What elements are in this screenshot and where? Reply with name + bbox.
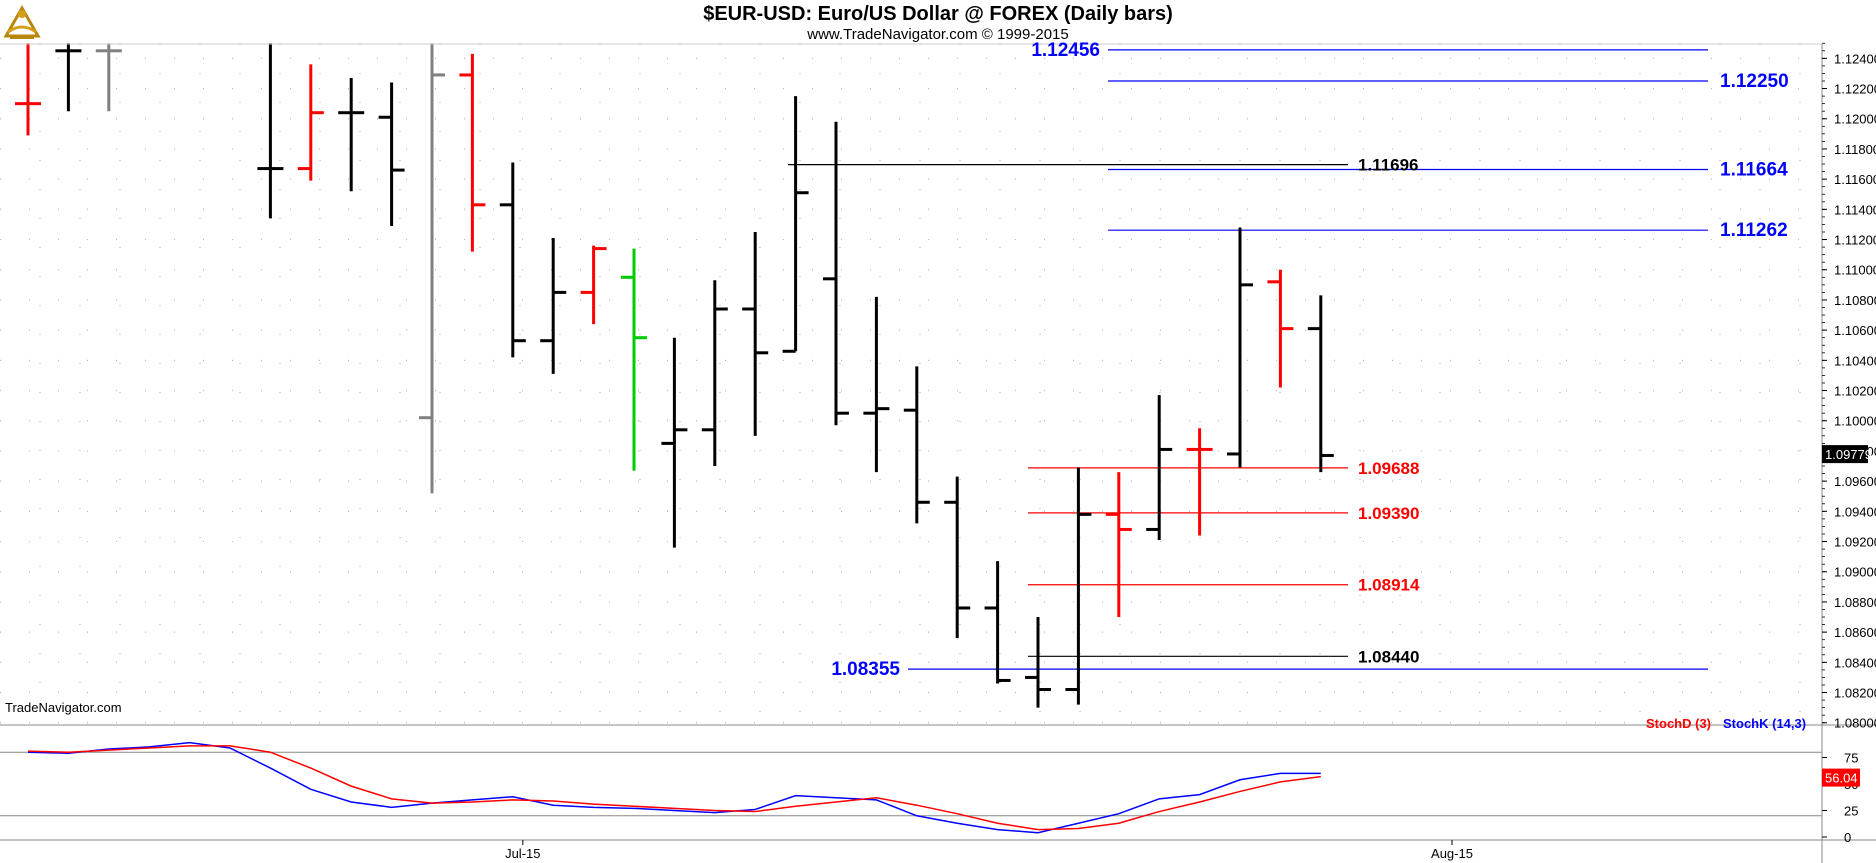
price-levels [788, 49, 1708, 670]
x-tick-label: Aug-15 [1431, 846, 1473, 861]
y-tick-label: 1.10000 [1834, 414, 1876, 429]
level-label: 1.09390 [1358, 504, 1419, 523]
y-tick-label: 1.12200 [1834, 82, 1876, 97]
x-tick-label: Jul-15 [505, 846, 540, 861]
y-tick-label: 1.09200 [1834, 535, 1876, 550]
level-label: 1.12456 [1031, 40, 1100, 61]
y-tick-label: 1.08800 [1834, 595, 1876, 610]
sextant-logo-icon [3, 4, 41, 39]
y-tick-label: 1.10400 [1834, 353, 1876, 368]
y-tick-label: 1.11000 [1834, 263, 1876, 278]
y-tick-label: 1.08000 [1834, 716, 1876, 731]
stoch-y-tick-label: 75 [1844, 751, 1858, 766]
level-label: 1.09688 [1358, 459, 1419, 478]
stoch-series-line [27, 741, 1321, 834]
y-tick-label: 1.08200 [1834, 686, 1876, 701]
y-tick-label: 1.10800 [1834, 293, 1876, 308]
y-tick-label: 1.09000 [1834, 565, 1876, 580]
level-label: 1.11664 [1720, 159, 1788, 180]
y-tick-label: 1.10600 [1834, 323, 1876, 338]
last-price-badge [1822, 445, 1868, 464]
y-tick-label: 1.11400 [1834, 202, 1876, 217]
level-label: 1.08914 [1358, 576, 1420, 595]
axes: 1.12400 1.12200 1.12000 1.11800 1.11600 1.114… [0, 42, 1876, 863]
chart-subtitle: www.TradeNavigator.com © 1999-2015 [807, 26, 1069, 43]
level-label: 1.11262 [1720, 220, 1788, 241]
stoch-series-line [27, 745, 1321, 831]
level-label: 1.12250 [1720, 71, 1789, 92]
y-tick-label: 1.12000 [1834, 112, 1876, 127]
level-label: 1.11696 [1358, 156, 1419, 175]
level-label: 1.08355 [831, 659, 900, 680]
y-tick-label: 1.11200 [1834, 233, 1876, 248]
y-tick-label: 1.10200 [1834, 384, 1876, 399]
y-tick-label: 1.08600 [1834, 625, 1876, 640]
legend-stochk: StochK (14,3) [1723, 716, 1806, 731]
chart-header: $EUR-USD: Euro/US Dollar @ FOREX (Daily … [0, 0, 1876, 45]
y-tick-label: 1.09400 [1834, 504, 1876, 519]
watermark-label: TradeNavigator.com [5, 700, 122, 715]
chart-labels: 1.12456 1.12250 1.11696 1.11664 1.11262 1.096… [5, 40, 1806, 731]
stoch-last-badge [1822, 768, 1860, 787]
y-tick-label: 1.12400 [1834, 51, 1876, 66]
y-tick-label: 1.08400 [1834, 655, 1876, 670]
stoch-last-label: 56.04 [1825, 771, 1858, 786]
ohlc-bars [15, 43, 1334, 708]
legend-stochd: StochD (3) [1646, 716, 1711, 731]
y-tick-label: 1.11600 [1834, 172, 1876, 187]
stoch-y-tick-label: 25 [1844, 804, 1858, 819]
stochastic-panel [0, 741, 1822, 834]
level-label: 1.08440 [1358, 647, 1419, 666]
last-price-label: 1.09779 [1825, 447, 1872, 462]
chart-title: $EUR-USD: Euro/US Dollar @ FOREX (Daily … [703, 3, 1173, 25]
stoch-y-tick-label: 0 [1844, 830, 1851, 845]
y-tick-label: 1.09600 [1834, 474, 1876, 489]
grid-dots [0, 44, 1822, 725]
y-tick-label: 1.11800 [1834, 142, 1876, 157]
